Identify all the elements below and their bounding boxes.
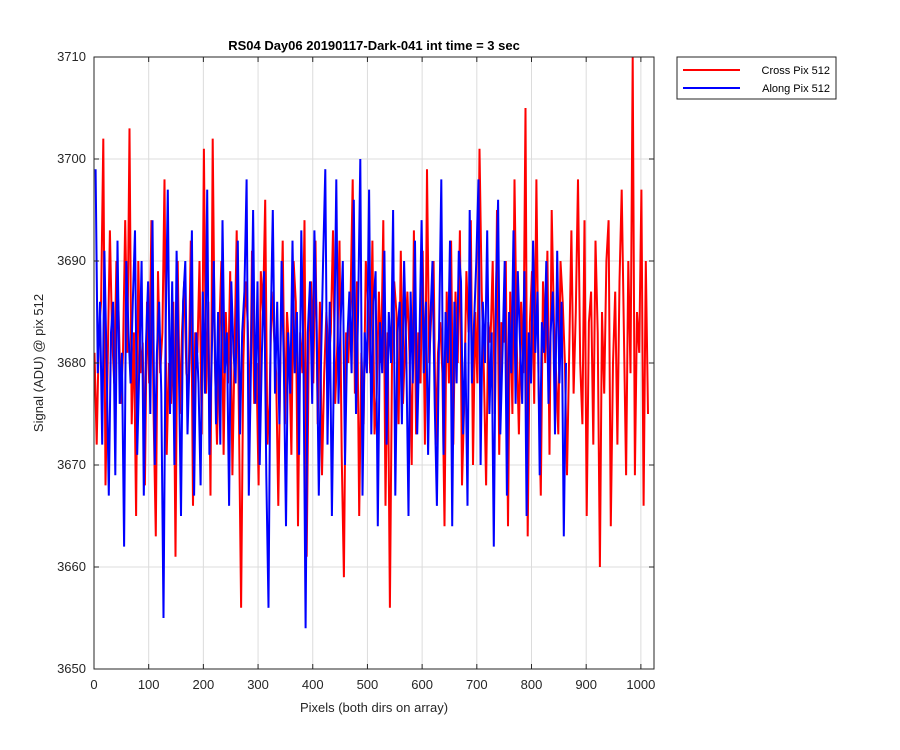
x-tick-label: 900 bbox=[575, 677, 597, 692]
x-tick-label: 600 bbox=[411, 677, 433, 692]
y-tick-label: 3700 bbox=[57, 151, 86, 166]
x-tick-label: 0 bbox=[90, 677, 97, 692]
x-tick-label: 100 bbox=[138, 677, 160, 692]
legend-box bbox=[676, 56, 837, 100]
y-tick-label: 3660 bbox=[57, 559, 86, 574]
legend: Cross Pix 512 Along Pix 512 bbox=[676, 56, 837, 100]
x-tick-label: 200 bbox=[193, 677, 215, 692]
y-tick-label: 3650 bbox=[57, 661, 86, 676]
y-tick-labels: 3650 3660 3670 3680 3690 3700 3710 bbox=[57, 49, 86, 676]
x-tick-label: 1000 bbox=[626, 677, 655, 692]
legend-label-along: Along Pix 512 bbox=[762, 83, 830, 95]
series-layer bbox=[93, 56, 649, 629]
x-tick-labels: 0 100 200 300 400 500 600 700 800 900 1000 bbox=[90, 677, 655, 692]
x-axis-label: Pixels (both dirs on array) bbox=[300, 700, 448, 715]
chart-title: RS04 Day06 20190117-Dark-041 int time = … bbox=[228, 38, 520, 53]
y-tick-label: 3710 bbox=[57, 49, 86, 64]
x-tick-label: 800 bbox=[521, 677, 543, 692]
y-axis-label: Signal (ADU) @ pix 512 bbox=[31, 294, 46, 432]
x-tick-label: 500 bbox=[357, 677, 379, 692]
y-tick-label: 3690 bbox=[57, 253, 86, 268]
y-tick-label: 3670 bbox=[57, 457, 86, 472]
axis-ticks bbox=[93, 56, 654, 670]
legend-label-cross: Cross Pix 512 bbox=[762, 65, 830, 77]
y-tick-label: 3680 bbox=[57, 355, 86, 370]
x-tick-label: 300 bbox=[247, 677, 269, 692]
x-tick-label: 700 bbox=[466, 677, 488, 692]
series-line-along-pix-512 bbox=[94, 158, 567, 629]
x-tick-label: 400 bbox=[302, 677, 324, 692]
